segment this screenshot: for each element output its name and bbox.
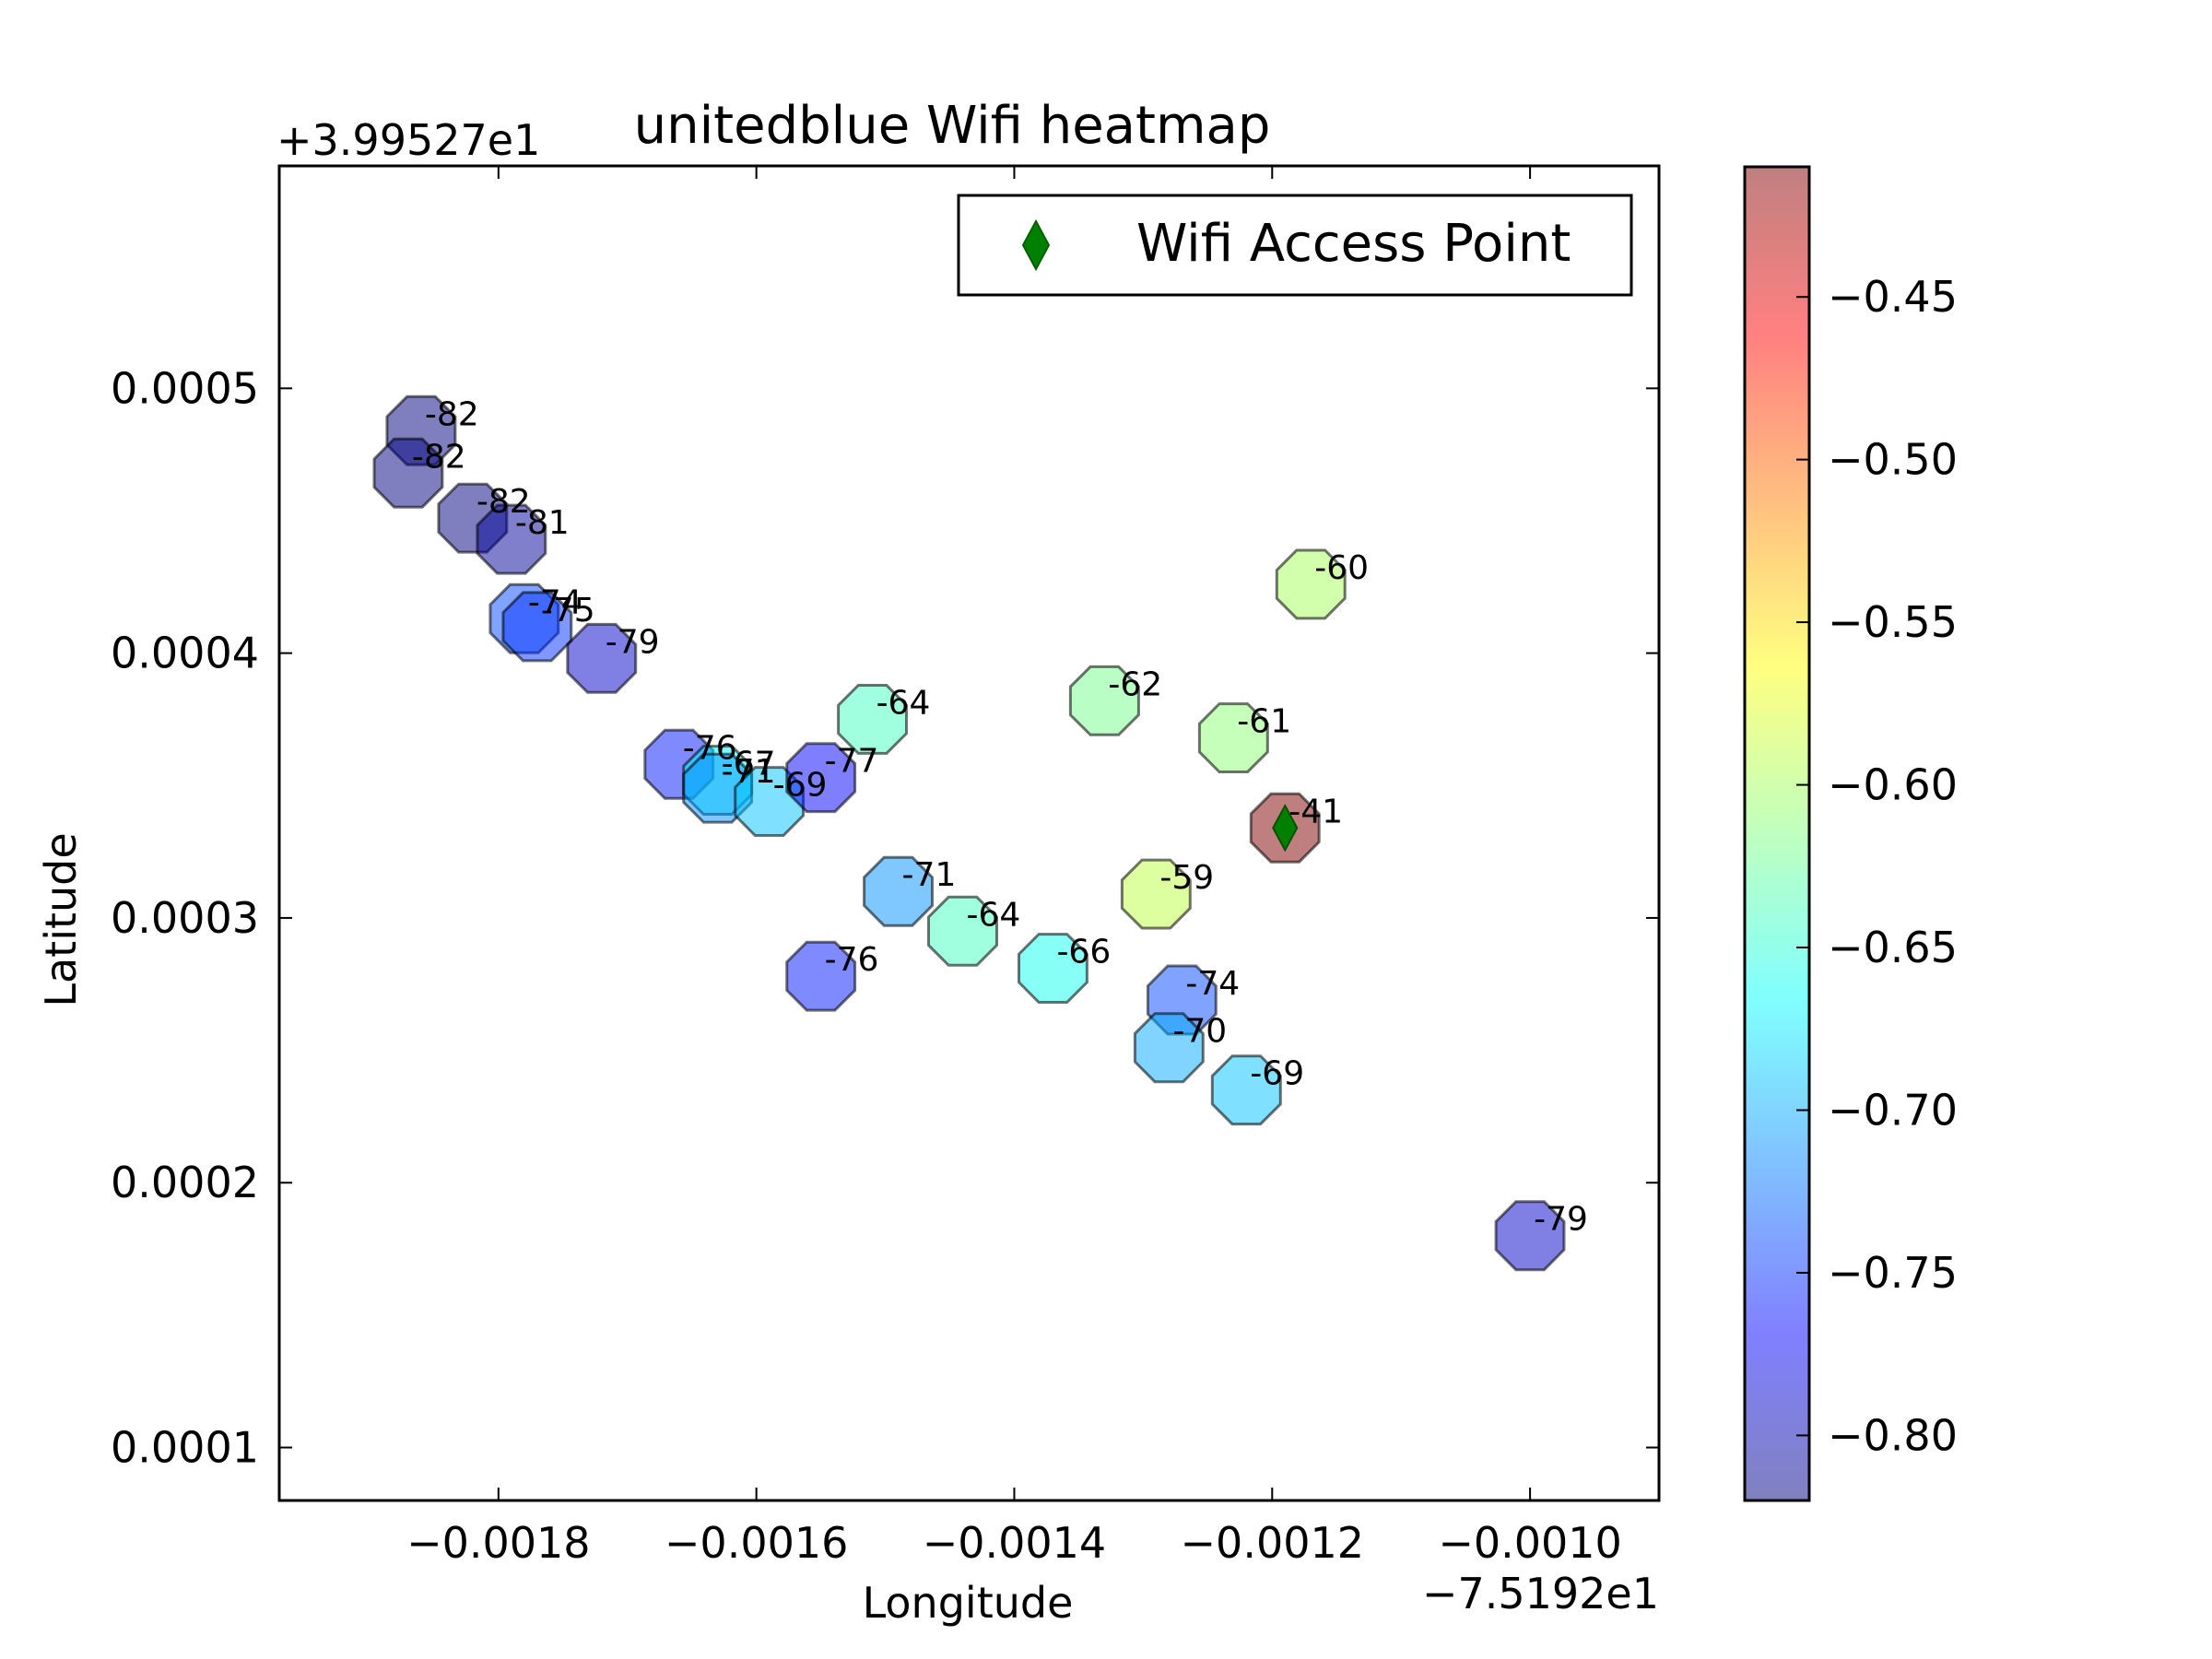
- data-point-marker: [1133, 1012, 1205, 1084]
- colorbar-ticks: −0.45 −0.50 −0.55 −0.60 −0.65 −0.70 −0.75 −0.80: [1796, 272, 1958, 1460]
- colorbar-frame: [1743, 165, 1811, 1502]
- data-point-marker: [1210, 1054, 1282, 1126]
- data-point-label: -81: [515, 504, 570, 542]
- y-tick-label: 0.0001: [111, 1423, 259, 1473]
- data-point-marker: [501, 591, 573, 663]
- data-point-label: -82: [412, 438, 466, 476]
- colorbar-tick-label: −0.75: [1828, 1248, 1958, 1298]
- data-point-label: -66: [1056, 934, 1111, 971]
- data-point-label: -70: [1172, 1013, 1227, 1051]
- data-point-marker: [372, 437, 444, 509]
- colorbar-tick-label: −0.50: [1828, 435, 1958, 485]
- data-point-label: -71: [902, 856, 957, 894]
- data-point-label: -41: [1288, 793, 1343, 830]
- data-point-label: -69: [1250, 1055, 1304, 1093]
- x-offset-label: −7.5192e1: [1422, 1569, 1659, 1618]
- x-ticks: −0.0018 −0.0016 −0.0014 −0.0012 −0.0010: [406, 166, 1622, 1568]
- data-point-marker: [1120, 858, 1192, 930]
- data-point-marker: [785, 742, 857, 814]
- data-point-label: -67: [722, 746, 776, 783]
- data-point-label: -75: [541, 592, 595, 629]
- y-tick-label: 0.0002: [111, 1158, 259, 1207]
- x-axis-label: Longitude: [863, 1578, 1074, 1628]
- data-point-marker: [837, 684, 908, 755]
- data-point-label: -64: [967, 896, 1021, 934]
- points-layer: -82-82-82-81-74-75-79-76-67-71-69-77-64-…: [372, 394, 1588, 1272]
- data-point-label: -82: [477, 483, 531, 521]
- data-point-marker: [1494, 1200, 1566, 1272]
- y-offset-label: +3.99527e1: [276, 115, 540, 165]
- chart-title: unitedblue Wifi heatmap: [634, 96, 1271, 156]
- data-point-label: -64: [877, 684, 931, 722]
- colorbar-tick-label: −0.55: [1828, 597, 1958, 647]
- data-point-marker: [566, 622, 638, 694]
- data-point-label: -71: [722, 753, 776, 791]
- colorbar-tick-label: −0.70: [1828, 1085, 1958, 1135]
- colorbar-tick-label: −0.60: [1828, 760, 1958, 810]
- data-point-label: -74: [528, 583, 582, 621]
- plot-area: -82-82-82-81-74-75-79-76-67-71-69-77-64-…: [111, 164, 1661, 1568]
- data-point-marker: [1018, 933, 1088, 1004]
- data-point-marker: [476, 503, 547, 575]
- legend: Wifi Access Point: [957, 194, 1633, 297]
- data-point-marker: [785, 940, 857, 1012]
- data-point-label: -60: [1314, 549, 1369, 587]
- colorbar: −0.45 −0.50 −0.55 −0.60 −0.65 −0.70 −0.75 −0.80: [1743, 165, 1958, 1502]
- y-tick-label: 0.0004: [111, 629, 259, 678]
- data-point-label: -61: [1237, 703, 1291, 741]
- x-tick-label: −0.0016: [665, 1518, 849, 1568]
- colorbar-gradient: [1745, 167, 1809, 1500]
- x-tick-label: −0.0012: [1181, 1518, 1365, 1568]
- y-tick-label: 0.0003: [111, 893, 259, 943]
- plot-frame: [277, 164, 1661, 1502]
- data-point-label: -76: [683, 729, 737, 767]
- colorbar-tick-label: −0.80: [1828, 1410, 1958, 1460]
- data-point-label: -79: [1534, 1201, 1588, 1239]
- x-tick-label: −0.0014: [923, 1518, 1107, 1568]
- legend-diamond-marker: [1021, 218, 1051, 272]
- data-point-marker: [863, 855, 934, 927]
- x-tick-label: −0.0018: [406, 1518, 591, 1568]
- data-point-marker: [927, 895, 998, 967]
- data-point-label: -76: [825, 941, 879, 979]
- data-point-label: -82: [425, 395, 479, 433]
- legend-box: [957, 194, 1633, 297]
- data-point-marker: [1068, 665, 1140, 736]
- y-axis-label: Latitude: [36, 832, 86, 1006]
- data-point-marker: [1275, 548, 1347, 620]
- legend-entry-label: Wifi Access Point: [1136, 214, 1571, 274]
- access-point-marker: [1272, 804, 1299, 853]
- access-point-layer: [1272, 804, 1299, 853]
- x-tick-label: −0.0010: [1438, 1518, 1622, 1568]
- data-point-label: -74: [1185, 965, 1240, 1003]
- data-point-label: -59: [1159, 859, 1214, 897]
- colorbar-tick-label: −0.65: [1828, 923, 1958, 972]
- data-point-label: -77: [825, 743, 879, 781]
- colorbar-tick-label: −0.45: [1828, 272, 1958, 322]
- data-point-label: -69: [773, 767, 828, 805]
- data-point-marker: [1197, 702, 1269, 773]
- y-ticks: 0.0001 0.0002 0.0003 0.0004 0.0005: [111, 363, 1659, 1473]
- data-point-label: -62: [1108, 665, 1162, 703]
- y-tick-label: 0.0005: [111, 363, 259, 413]
- data-point-label: -79: [606, 623, 660, 661]
